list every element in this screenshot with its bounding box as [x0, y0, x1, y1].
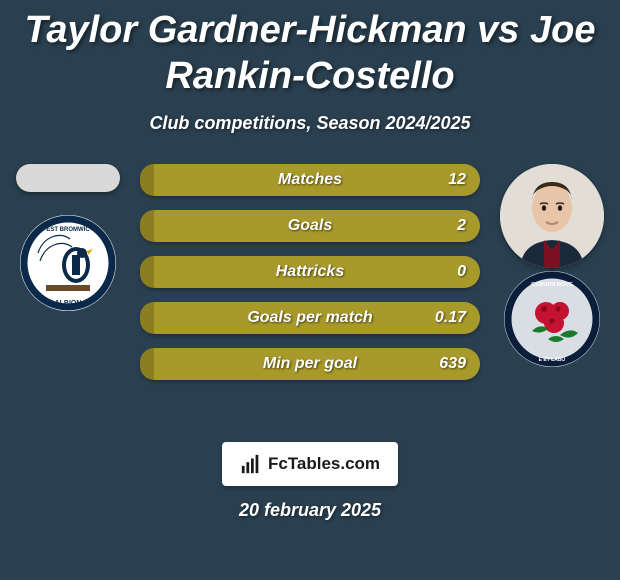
page-title: Taylor Gardner-Hickman vs Joe Rankin-Cos…: [0, 0, 620, 99]
stat-bar: Hattricks 0: [140, 256, 480, 288]
svg-text:ALBION: ALBION: [55, 300, 82, 307]
stat-value-right: 639: [439, 355, 466, 373]
stat-label: Hattricks: [140, 263, 480, 281]
subtitle: Club competitions, Season 2024/2025: [0, 113, 620, 134]
svg-text:CKBURN ROVE: CKBURN ROVE: [531, 282, 573, 288]
stat-value-right: 0.17: [435, 309, 466, 327]
stat-bar: Min per goal 639: [140, 348, 480, 380]
branding-badge: FcTables.com: [222, 442, 398, 486]
svg-text:E ET LABO: E ET LABO: [539, 357, 566, 363]
stat-label: Goals per match: [140, 309, 480, 327]
branding-text: FcTables.com: [268, 454, 380, 474]
right-player-photo: [500, 164, 604, 268]
stat-label: Goals: [140, 217, 480, 235]
comparison-area: EST BROMWIC ALBION: [0, 164, 620, 424]
svg-text:EST BROMWIC: EST BROMWIC: [46, 227, 90, 233]
stat-bars: Matches 12 Goals 2 Hattricks 0 Goals per…: [140, 164, 480, 380]
stat-value-right: 12: [448, 171, 466, 189]
stat-value-right: 0: [457, 263, 466, 281]
right-player-column: CKBURN ROVE E ET LABO: [492, 164, 612, 362]
left-club-badge: EST BROMWIC ALBION: [18, 220, 118, 306]
bar-chart-icon: [240, 453, 262, 475]
left-player-column: EST BROMWIC ALBION: [8, 164, 128, 306]
stat-label: Min per goal: [140, 355, 480, 373]
stat-label: Matches: [140, 171, 480, 189]
blackburn-badge-icon: CKBURN ROVE E ET LABO: [502, 269, 602, 369]
stat-bar: Matches 12: [140, 164, 480, 196]
left-player-photo: [16, 164, 120, 192]
west-brom-badge-icon: EST BROMWIC ALBION: [18, 213, 118, 313]
right-club-badge: CKBURN ROVE E ET LABO: [502, 276, 602, 362]
stat-bar: Goals per match 0.17: [140, 302, 480, 334]
stat-value-right: 2: [457, 217, 466, 235]
date-label: 20 february 2025: [0, 500, 620, 521]
stat-bar: Goals 2: [140, 210, 480, 242]
player-avatar-icon: [500, 164, 604, 268]
